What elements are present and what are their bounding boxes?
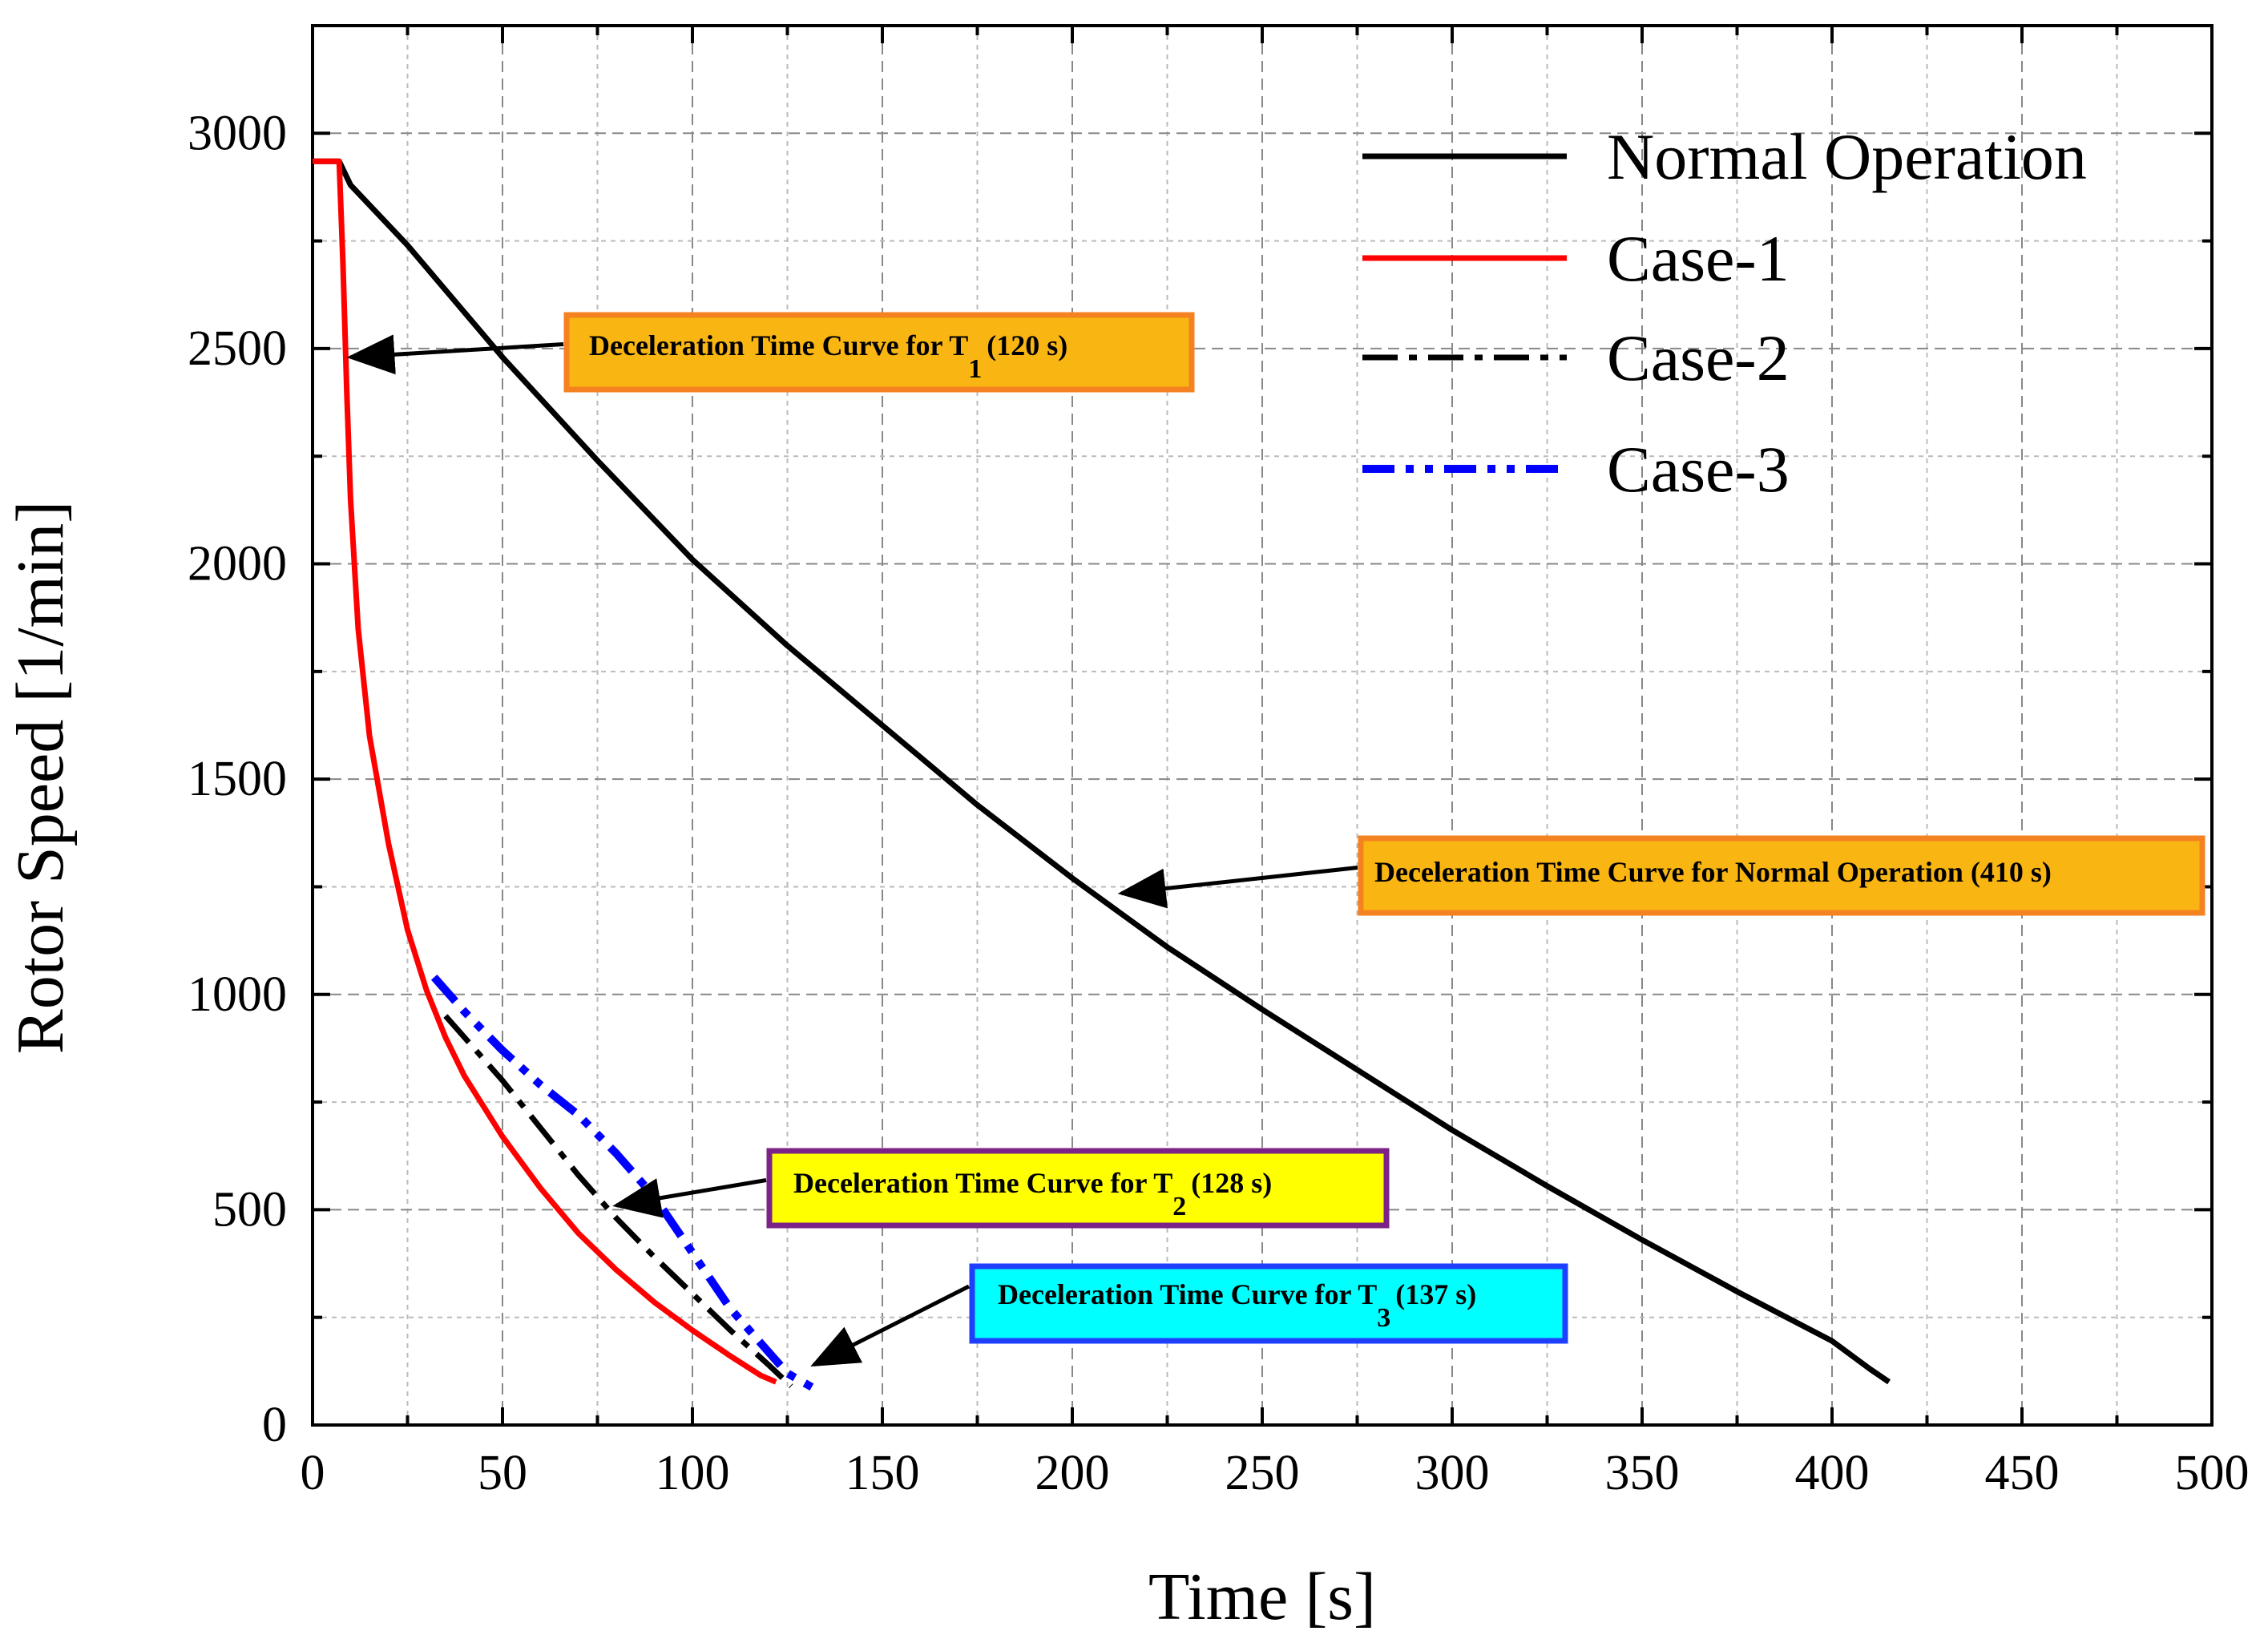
- annotation-box: [766, 1148, 1390, 1229]
- annotation-box: [969, 1263, 1568, 1344]
- annotation-t2: Deceleration Time Curve for T2(128 s): [612, 1148, 1390, 1229]
- x-axis-tick-labels: 0 50 100 150 200 250 300 350 400 450 500: [301, 1446, 2250, 1500]
- annotation-t1: Deceleration Time Curve for T1(120 s): [346, 312, 1195, 393]
- legend-label: Normal Operation: [1607, 120, 2087, 193]
- y-tick-label: 2000: [188, 537, 287, 591]
- x-tick-label: 250: [1225, 1446, 1300, 1500]
- legend-label: Case-2: [1607, 321, 1790, 394]
- annotation-text: Deceleration Time Curve for T3(137 s): [998, 1278, 1476, 1333]
- x-tick-label: 400: [1795, 1446, 1870, 1500]
- x-tick-label: 350: [1605, 1446, 1680, 1500]
- x-tick-label: 150: [845, 1446, 920, 1500]
- legend: Normal Operation Case-1 Case-2 Case-3: [1362, 120, 2087, 506]
- annotation-text: Deceleration Time Curve for T1(120 s): [589, 329, 1067, 384]
- annotation-t3: Deceleration Time Curve for T3(137 s): [810, 1263, 1568, 1367]
- series-line-case-2: [443, 1014, 793, 1389]
- x-tick-label: 500: [2175, 1446, 2250, 1500]
- y-tick-label: 2500: [188, 321, 287, 376]
- annotation-box: [1358, 835, 2205, 916]
- series-line-case-1: [313, 158, 777, 1385]
- x-tick-label: 450: [1985, 1446, 2060, 1500]
- annotation-arrow: [612, 1178, 767, 1218]
- x-tick-label: 300: [1415, 1446, 1490, 1500]
- annotation-arrow: [346, 334, 564, 375]
- series-line-normal-operation: [313, 158, 1891, 1385]
- data-series: [313, 158, 1891, 1392]
- series-line-case-3: [430, 974, 817, 1392]
- y-tick-label: 0: [262, 1398, 287, 1452]
- y-tick-label: 3000: [188, 106, 287, 160]
- annotation-text: Deceleration Time Curve for T2(128 s): [793, 1167, 1272, 1221]
- x-tick-label: 200: [1035, 1446, 1110, 1500]
- annotation-text: Deceleration Time Curve for Normal Opera…: [1374, 856, 2052, 888]
- x-axis-title: Time [s]: [1148, 1560, 1376, 1634]
- annotation-normal: Deceleration Time Curve for Normal Opera…: [1117, 835, 2205, 916]
- annotation-box: [563, 312, 1195, 393]
- x-tick-label: 50: [478, 1446, 527, 1500]
- annotation-arrow: [810, 1284, 971, 1367]
- axis-ticks: [311, 24, 2214, 1427]
- y-axis-title: Rotor Speed [1/min]: [3, 501, 78, 1055]
- annotations: Deceleration Time Curve for T1(120 s) Dec…: [346, 312, 2205, 1367]
- legend-label: Case-1: [1607, 222, 1790, 295]
- y-tick-label: 1500: [188, 752, 287, 806]
- y-tick-label: 500: [212, 1182, 287, 1237]
- y-tick-label: 1000: [188, 967, 287, 1022]
- legend-label: Case-3: [1607, 433, 1790, 506]
- x-tick-label: 0: [301, 1446, 325, 1500]
- x-tick-label: 100: [656, 1446, 730, 1500]
- annotation-arrow: [1117, 866, 1358, 909]
- y-axis-tick-labels: 0 500 1000 1500 2000 2500 3000: [188, 106, 287, 1452]
